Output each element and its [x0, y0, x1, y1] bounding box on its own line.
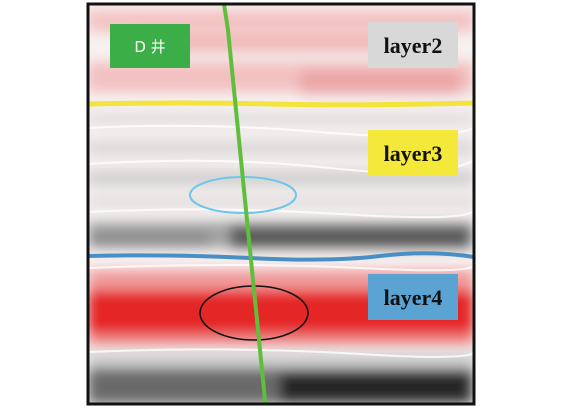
layer3-label: layer3 — [384, 141, 443, 166]
layer3-badge: layer3 — [368, 130, 458, 176]
layer2-badge: layer2 — [368, 22, 458, 68]
seismic-background — [88, 4, 474, 404]
well-label: D 井 — [134, 38, 165, 56]
layer4-label: layer4 — [384, 285, 443, 310]
well-trajectory — [222, 3, 267, 405]
top-layer3-horizon — [87, 100, 475, 108]
top-layer4-horizon — [87, 251, 475, 262]
well-label-badge: D 井 — [110, 24, 190, 68]
layer2-label: layer2 — [384, 33, 443, 58]
layer4-badge: layer4 — [368, 274, 458, 320]
section-frame — [86, 2, 476, 406]
